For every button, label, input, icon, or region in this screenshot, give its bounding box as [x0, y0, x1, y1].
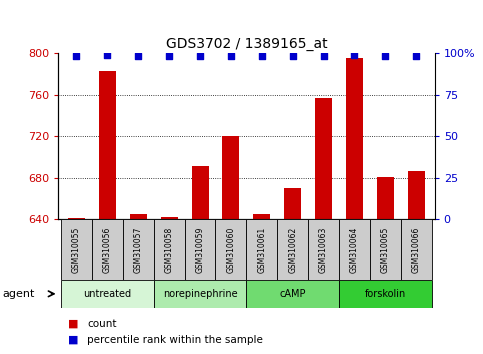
- Bar: [408, 171, 425, 219]
- Text: count: count: [87, 319, 116, 329]
- Bar: [154, 219, 185, 280]
- Bar: [377, 177, 394, 219]
- Point: [320, 53, 327, 59]
- Text: GSM310065: GSM310065: [381, 226, 390, 273]
- Bar: [92, 219, 123, 280]
- Text: norepinephrine: norepinephrine: [163, 289, 237, 299]
- Bar: [61, 280, 154, 308]
- Text: GSM310055: GSM310055: [72, 226, 81, 273]
- Text: GSM310060: GSM310060: [227, 226, 235, 273]
- Point: [258, 53, 266, 59]
- Bar: [284, 188, 301, 219]
- Point: [289, 53, 297, 59]
- Bar: [339, 219, 370, 280]
- Text: percentile rank within the sample: percentile rank within the sample: [87, 335, 263, 345]
- Point: [134, 53, 142, 59]
- Text: ■: ■: [68, 319, 78, 329]
- Bar: [123, 219, 154, 280]
- Text: GSM310066: GSM310066: [412, 226, 421, 273]
- Bar: [253, 214, 270, 219]
- Bar: [308, 219, 339, 280]
- Bar: [370, 219, 401, 280]
- Point: [103, 52, 111, 58]
- Text: ■: ■: [68, 335, 78, 345]
- Text: forskolin: forskolin: [365, 289, 406, 299]
- Bar: [99, 71, 116, 219]
- Text: GSM310058: GSM310058: [165, 227, 173, 273]
- Bar: [339, 280, 432, 308]
- Bar: [154, 280, 246, 308]
- Text: cAMP: cAMP: [279, 289, 306, 299]
- Bar: [161, 217, 178, 219]
- Bar: [246, 280, 339, 308]
- Text: agent: agent: [2, 289, 35, 299]
- Bar: [401, 219, 432, 280]
- Bar: [61, 219, 92, 280]
- Text: GSM310057: GSM310057: [134, 226, 143, 273]
- Point: [227, 53, 235, 59]
- Text: GSM310056: GSM310056: [103, 226, 112, 273]
- Bar: [68, 218, 85, 219]
- Bar: [215, 219, 246, 280]
- Bar: [130, 214, 147, 219]
- Point: [165, 53, 173, 59]
- Bar: [315, 98, 332, 219]
- Bar: [246, 219, 277, 280]
- Point: [351, 52, 358, 58]
- Title: GDS3702 / 1389165_at: GDS3702 / 1389165_at: [166, 37, 327, 51]
- Bar: [222, 136, 240, 219]
- Text: GSM310061: GSM310061: [257, 227, 266, 273]
- Text: GSM310063: GSM310063: [319, 226, 328, 273]
- Bar: [192, 166, 209, 219]
- Bar: [185, 219, 215, 280]
- Point: [412, 53, 420, 59]
- Text: GSM310064: GSM310064: [350, 226, 359, 273]
- Text: GSM310059: GSM310059: [196, 226, 204, 273]
- Bar: [277, 219, 308, 280]
- Text: untreated: untreated: [83, 289, 131, 299]
- Bar: [346, 58, 363, 219]
- Point: [72, 53, 80, 59]
- Text: GSM310062: GSM310062: [288, 227, 297, 273]
- Point: [382, 53, 389, 59]
- Point: [196, 53, 204, 59]
